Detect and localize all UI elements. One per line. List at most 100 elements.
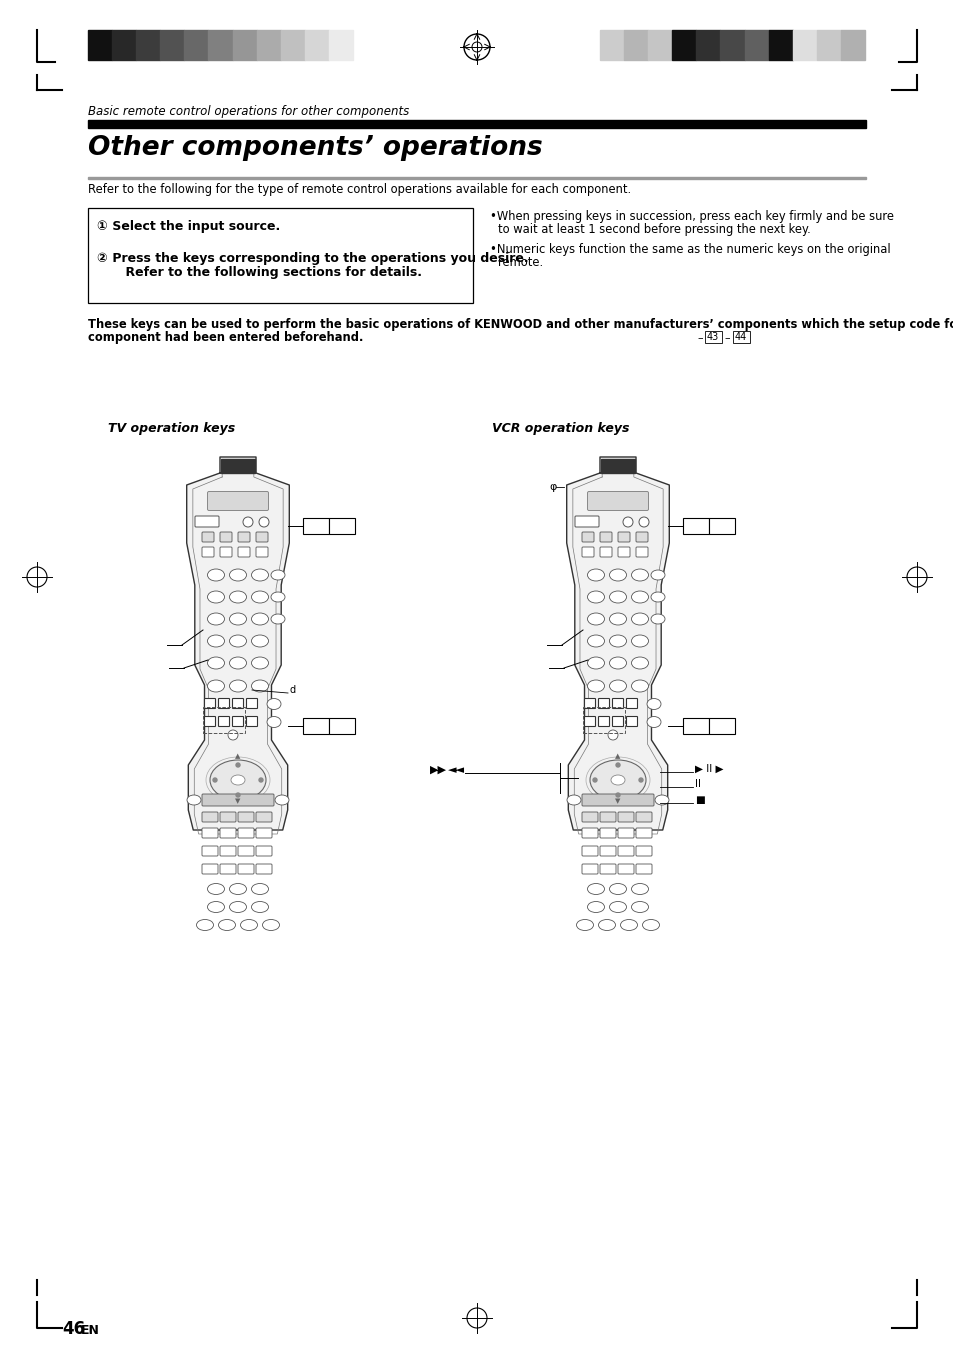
Bar bbox=[305, 30, 329, 59]
Ellipse shape bbox=[208, 901, 224, 912]
FancyBboxPatch shape bbox=[204, 716, 215, 727]
FancyBboxPatch shape bbox=[598, 716, 609, 727]
Text: ▲: ▲ bbox=[615, 753, 620, 759]
FancyBboxPatch shape bbox=[255, 812, 272, 821]
FancyBboxPatch shape bbox=[233, 716, 243, 727]
Ellipse shape bbox=[646, 698, 660, 709]
Ellipse shape bbox=[587, 635, 604, 647]
Ellipse shape bbox=[631, 884, 648, 894]
FancyBboxPatch shape bbox=[204, 698, 215, 708]
FancyBboxPatch shape bbox=[618, 547, 629, 557]
Text: •When pressing keys in succession, press each key firmly and be sure: •When pressing keys in succession, press… bbox=[490, 209, 893, 223]
FancyBboxPatch shape bbox=[581, 846, 598, 857]
FancyBboxPatch shape bbox=[636, 828, 651, 838]
Bar bbox=[582, 707, 624, 734]
FancyBboxPatch shape bbox=[202, 846, 218, 857]
Ellipse shape bbox=[252, 613, 268, 626]
Circle shape bbox=[639, 517, 648, 527]
Ellipse shape bbox=[231, 775, 245, 785]
Bar bbox=[840, 30, 864, 59]
Text: TV operation keys: TV operation keys bbox=[108, 422, 235, 435]
FancyBboxPatch shape bbox=[587, 492, 648, 511]
FancyBboxPatch shape bbox=[599, 846, 616, 857]
Text: Press the keys corresponding to the operations you desire.: Press the keys corresponding to the oper… bbox=[108, 253, 528, 265]
Bar bbox=[203, 707, 245, 734]
Ellipse shape bbox=[252, 590, 268, 603]
Ellipse shape bbox=[187, 794, 201, 805]
Ellipse shape bbox=[230, 590, 246, 603]
FancyBboxPatch shape bbox=[581, 547, 594, 557]
Ellipse shape bbox=[587, 613, 604, 626]
Circle shape bbox=[258, 778, 263, 782]
FancyBboxPatch shape bbox=[581, 812, 598, 821]
FancyBboxPatch shape bbox=[194, 516, 219, 527]
FancyBboxPatch shape bbox=[618, 812, 634, 821]
FancyBboxPatch shape bbox=[599, 532, 612, 542]
Ellipse shape bbox=[267, 698, 281, 709]
Ellipse shape bbox=[262, 920, 279, 931]
Ellipse shape bbox=[208, 657, 224, 669]
FancyBboxPatch shape bbox=[220, 532, 232, 542]
Ellipse shape bbox=[252, 635, 268, 647]
Ellipse shape bbox=[566, 794, 580, 805]
Bar bbox=[682, 517, 708, 534]
Bar bbox=[708, 517, 734, 534]
FancyBboxPatch shape bbox=[584, 698, 595, 708]
Bar bbox=[743, 30, 768, 59]
FancyBboxPatch shape bbox=[636, 547, 647, 557]
FancyBboxPatch shape bbox=[220, 865, 235, 874]
Text: ▲: ▲ bbox=[235, 753, 240, 759]
Ellipse shape bbox=[576, 920, 593, 931]
FancyBboxPatch shape bbox=[584, 716, 595, 727]
Ellipse shape bbox=[252, 884, 268, 894]
Ellipse shape bbox=[230, 680, 246, 692]
FancyBboxPatch shape bbox=[599, 547, 612, 557]
Bar bbox=[280, 30, 305, 59]
Text: –: – bbox=[697, 332, 702, 343]
Ellipse shape bbox=[218, 920, 235, 931]
Ellipse shape bbox=[631, 569, 648, 581]
Text: Refer to the following for the type of remote control operations available for e: Refer to the following for the type of r… bbox=[88, 182, 631, 196]
Text: Refer to the following sections for details.: Refer to the following sections for deta… bbox=[108, 266, 421, 280]
Ellipse shape bbox=[631, 680, 648, 692]
Bar bbox=[672, 30, 696, 59]
Bar bbox=[329, 517, 355, 534]
Ellipse shape bbox=[631, 613, 648, 626]
FancyBboxPatch shape bbox=[636, 846, 651, 857]
FancyBboxPatch shape bbox=[636, 865, 651, 874]
FancyBboxPatch shape bbox=[255, 865, 272, 874]
Ellipse shape bbox=[641, 920, 659, 931]
Bar bbox=[623, 30, 647, 59]
Ellipse shape bbox=[609, 635, 626, 647]
Text: 46: 46 bbox=[62, 1320, 85, 1337]
Bar bbox=[160, 30, 184, 59]
Text: These keys can be used to perform the basic operations of KENWOOD and other manu: These keys can be used to perform the ba… bbox=[88, 317, 953, 331]
Bar bbox=[184, 30, 209, 59]
Ellipse shape bbox=[587, 901, 604, 912]
Ellipse shape bbox=[252, 680, 268, 692]
Bar bbox=[233, 30, 256, 59]
Ellipse shape bbox=[631, 657, 648, 669]
Circle shape bbox=[622, 517, 633, 527]
FancyBboxPatch shape bbox=[218, 716, 230, 727]
Bar bbox=[696, 30, 720, 59]
Ellipse shape bbox=[609, 590, 626, 603]
Bar bbox=[647, 30, 672, 59]
Bar bbox=[599, 30, 623, 59]
FancyBboxPatch shape bbox=[626, 698, 637, 708]
Ellipse shape bbox=[609, 884, 626, 894]
Text: 44: 44 bbox=[734, 332, 746, 342]
Circle shape bbox=[243, 517, 253, 527]
FancyBboxPatch shape bbox=[255, 846, 272, 857]
Circle shape bbox=[593, 778, 597, 782]
FancyBboxPatch shape bbox=[233, 698, 243, 708]
Bar bbox=[256, 30, 280, 59]
Text: component had been entered beforehand.: component had been entered beforehand. bbox=[88, 331, 363, 345]
Bar bbox=[816, 30, 840, 59]
Text: VCR operation keys: VCR operation keys bbox=[492, 422, 629, 435]
Polygon shape bbox=[187, 457, 289, 830]
Ellipse shape bbox=[610, 775, 624, 785]
Ellipse shape bbox=[210, 761, 266, 800]
Text: ◄◄: ◄◄ bbox=[448, 765, 464, 775]
FancyBboxPatch shape bbox=[618, 828, 634, 838]
